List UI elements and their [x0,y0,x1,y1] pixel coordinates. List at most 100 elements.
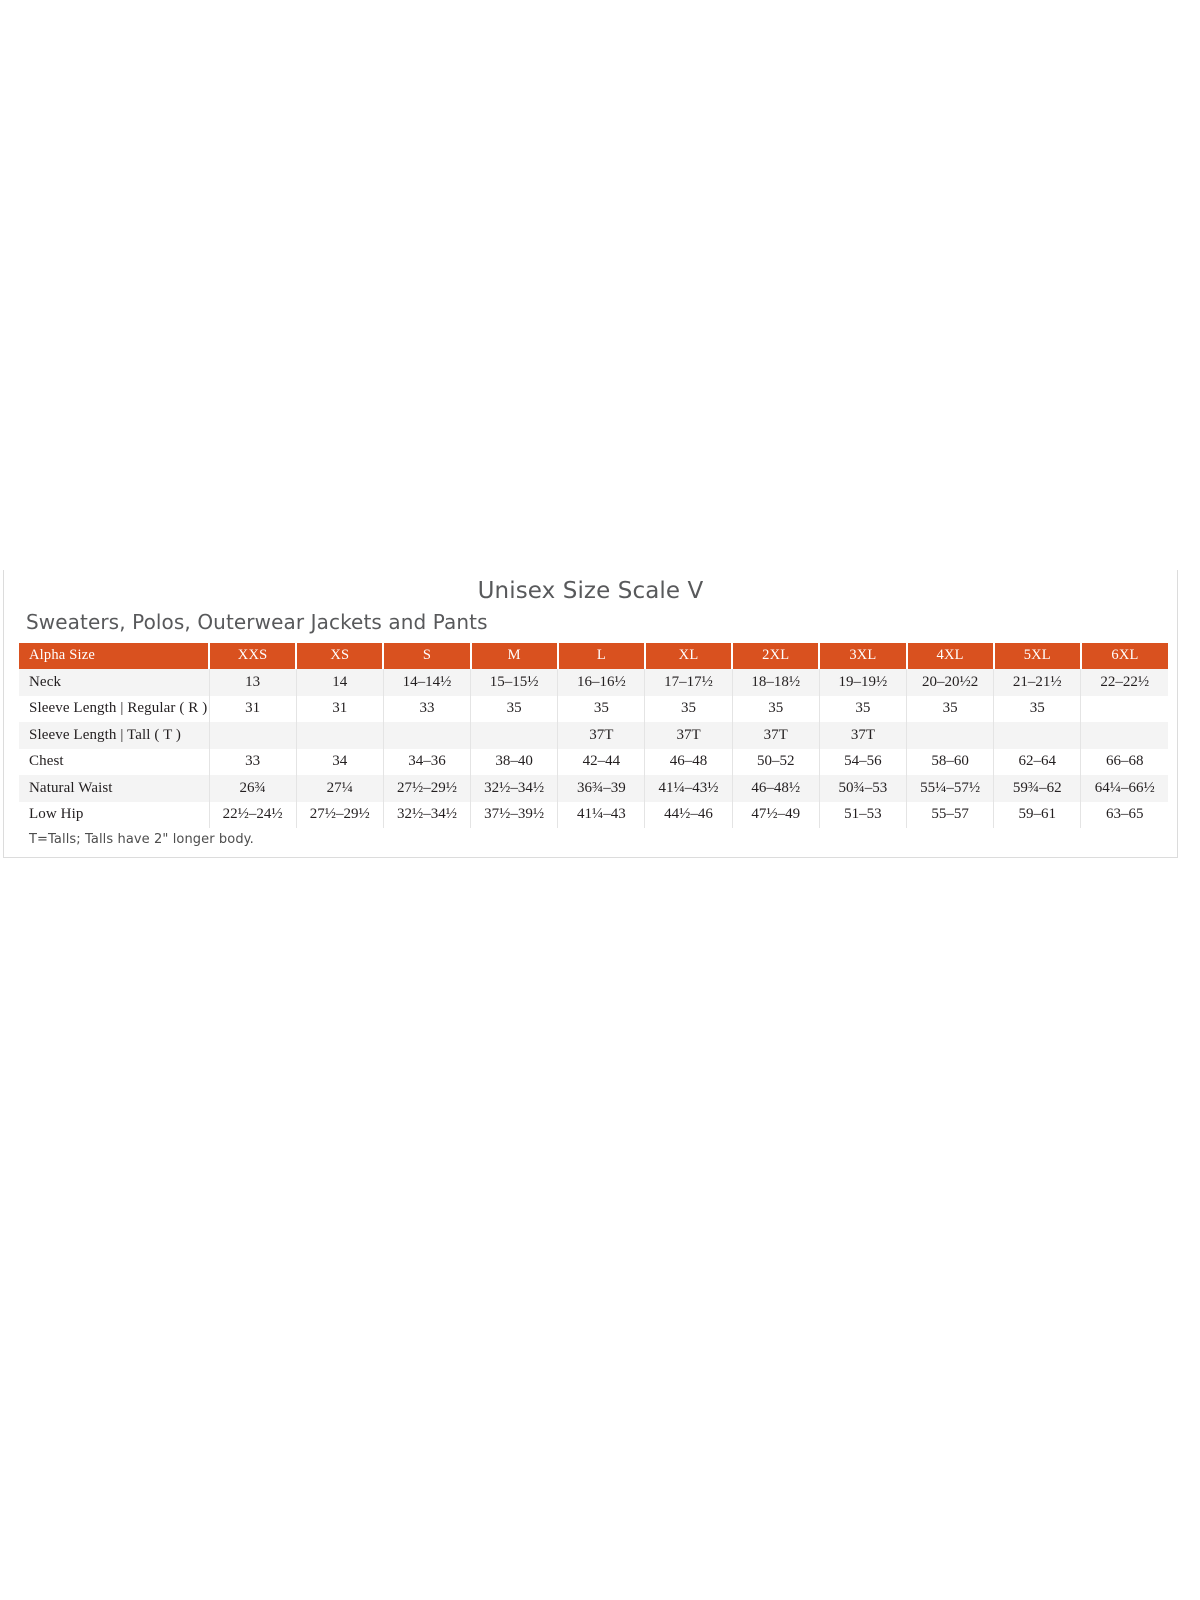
table-row: Neck 13 14 14–14½ 15–15½ 16–16½ 17–17½ 18–18½ 19… [19,669,1169,696]
column-header-alpha-size: Alpha Size [19,643,210,669]
table-cell: 46–48 [644,748,733,775]
table-cell: 37T [644,722,733,749]
row-label: Low Hip [19,801,210,828]
table-cell: 20–20½2 [906,669,995,696]
row-label: Chest [19,748,210,775]
table-cell: 50–52 [732,748,820,775]
column-header-xxs: XXS [209,643,298,669]
table-cell: 21–21½ [993,669,1082,696]
table-header-row: Alpha Size XXS XS S M L XL 2XL 3XL 4XL 5XL 6XL [19,643,1169,669]
table-cell: 37T [557,722,646,749]
table-cell: 64¼–66½ [1080,775,1169,802]
row-label: Neck [19,669,210,696]
table-head: Alpha Size XXS XS S M L XL 2XL 3XL 4XL 5XL 6XL [19,643,1169,669]
column-header-6xl: 6XL [1080,643,1169,669]
table-cell: 55¼–57½ [906,775,995,802]
table-cell: 35 [819,695,908,722]
table-cell: 41¼–43½ [644,775,733,802]
column-header-s: S [383,643,472,669]
size-chart-panel: Unisex Size Scale V Sweaters, Polos, Out… [3,570,1178,858]
column-header-xs: XS [296,643,385,669]
table-cell: 47½–49 [732,801,820,828]
table-cell [1080,722,1169,749]
table-cell: 27¼ [296,775,384,802]
table-cell: 27½–29½ [296,801,384,828]
table-cell: 42–44 [557,748,646,775]
table-cell [209,722,297,749]
table-cell: 22½–24½ [209,801,297,828]
row-label: Sleeve Length | Regular ( R ) [19,695,210,722]
column-header-l: L [557,643,646,669]
table-cell: 35 [993,695,1082,722]
table-cell: 34 [296,748,384,775]
table-cell: 27½–29½ [383,775,472,802]
table-cell: 46–48½ [732,775,820,802]
table-footnote: T=Talls; Talls have 2" longer body. [29,832,254,847]
table-cell: 31 [209,695,297,722]
table-cell: 22–22½ [1080,669,1169,696]
column-header-3xl: 3XL [819,643,908,669]
table-cell: 37½–39½ [470,801,559,828]
column-header-5xl: 5XL [993,643,1082,669]
table-row: Low Hip 22½–24½ 27½–29½ 32½–34½ 37½–39½ 41¼–4… [19,801,1169,828]
column-header-4xl: 4XL [906,643,995,669]
table-row: Chest 33 34 34–36 38–40 42–44 46–48 50–52 54–56 5… [19,748,1169,775]
table-cell: 63–65 [1080,801,1169,828]
table-cell [906,722,995,749]
table-cell: 26¾ [209,775,297,802]
table-cell [383,722,472,749]
panel-subtitle: Sweaters, Polos, Outerwear Jackets and P… [26,610,488,634]
table-cell: 54–56 [819,748,908,775]
table-cell: 35 [644,695,733,722]
table-cell [296,722,384,749]
table-cell: 35 [557,695,646,722]
table-cell: 15–15½ [470,669,559,696]
table-cell: 14–14½ [383,669,472,696]
column-header-xl: XL [644,643,734,669]
table-cell: 13 [209,669,297,696]
size-table-wrapper: Alpha Size XXS XS S M L XL 2XL 3XL 4XL 5XL 6XL Neck… [19,643,1169,828]
table-cell: 33 [383,695,472,722]
table-cell: 37T [819,722,908,749]
table-row: Sleeve Length | Regular ( R ) 31 31 33 35 35 3… [19,695,1169,722]
table-cell: 55–57 [906,801,995,828]
table-row: Sleeve Length | Tall ( T ) 37T 37T 37T 37T [19,722,1169,749]
page-title: Unisex Size Scale V [477,578,704,604]
table-cell: 33 [209,748,297,775]
table-cell: 34–36 [383,748,472,775]
row-label: Sleeve Length | Tall ( T ) [19,722,210,749]
table-cell: 50¾–53 [819,775,908,802]
table-cell: 51–53 [819,801,908,828]
table-cell: 66–68 [1080,748,1169,775]
table-cell: 14 [296,669,384,696]
table-cell: 35 [732,695,820,722]
size-table: Alpha Size XXS XS S M L XL 2XL 3XL 4XL 5XL 6XL Neck… [19,643,1169,828]
table-cell: 35 [470,695,559,722]
column-header-m: M [470,643,559,669]
table-cell: 18–18½ [732,669,820,696]
table-cell: 38–40 [470,748,559,775]
table-cell [470,722,559,749]
table-cell: 59¾–62 [993,775,1082,802]
column-header-2xl: 2XL [732,643,821,669]
table-cell [1080,695,1169,722]
table-cell [993,722,1082,749]
table-cell: 16–16½ [557,669,646,696]
table-cell: 36¾–39 [557,775,646,802]
table-cell: 58–60 [906,748,995,775]
table-cell: 17–17½ [644,669,733,696]
table-cell: 41¼–43 [557,801,646,828]
table-cell: 35 [906,695,995,722]
table-cell: 31 [296,695,384,722]
row-label: Natural Waist [19,775,210,802]
table-cell: 37T [732,722,820,749]
table-row: Natural Waist 26¾ 27¼ 27½–29½ 32½–34½ 36¾–39 4… [19,775,1169,802]
table-cell: 19–19½ [819,669,908,696]
table-cell: 44½–46 [644,801,733,828]
table-body: Neck 13 14 14–14½ 15–15½ 16–16½ 17–17½ 18–18½ 19… [19,669,1169,828]
table-cell: 62–64 [993,748,1082,775]
table-cell: 32½–34½ [383,801,472,828]
table-cell: 32½–34½ [470,775,559,802]
table-cell: 59–61 [993,801,1082,828]
